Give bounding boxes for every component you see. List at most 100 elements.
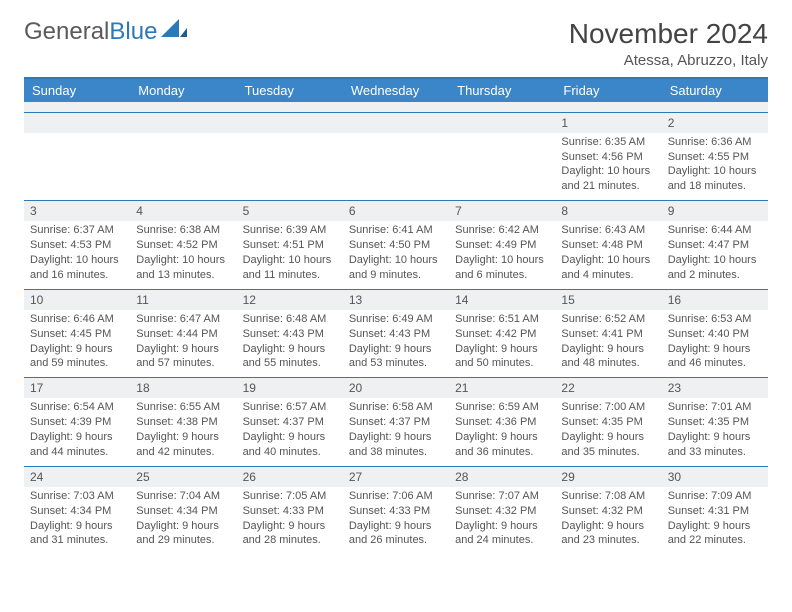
day-number-cell: 7 <box>449 201 555 222</box>
daylight-text-1: Daylight: 10 hours <box>668 164 762 179</box>
day-number-cell: 26 <box>237 466 343 487</box>
daylight-text-2: and 29 minutes. <box>136 533 230 548</box>
day-info-cell: Sunrise: 6:44 AMSunset: 4:47 PMDaylight:… <box>662 221 768 289</box>
day-number-cell <box>24 112 130 133</box>
day-info-cell: Sunrise: 6:58 AMSunset: 4:37 PMDaylight:… <box>343 398 449 466</box>
sunrise-text: Sunrise: 6:46 AM <box>30 312 124 327</box>
day-number-cell: 18 <box>130 378 236 399</box>
sunset-text: Sunset: 4:37 PM <box>243 415 337 430</box>
day-number-cell: 8 <box>555 201 661 222</box>
daynum-row: 10111213141516 <box>24 289 768 310</box>
day-info-cell: Sunrise: 6:48 AMSunset: 4:43 PMDaylight:… <box>237 310 343 378</box>
daylight-text-1: Daylight: 9 hours <box>243 430 337 445</box>
sunrise-text: Sunrise: 7:04 AM <box>136 489 230 504</box>
sunset-text: Sunset: 4:36 PM <box>455 415 549 430</box>
page-header: GeneralBlue November 2024 Atessa, Abruzz… <box>24 18 768 69</box>
sunrise-text: Sunrise: 6:52 AM <box>561 312 655 327</box>
daylight-text-1: Daylight: 9 hours <box>243 342 337 357</box>
daylight-text-2: and 59 minutes. <box>30 356 124 371</box>
calendar-table: SundayMondayTuesdayWednesdayThursdayFrid… <box>24 79 768 554</box>
sunset-text: Sunset: 4:39 PM <box>30 415 124 430</box>
daylight-text-2: and 44 minutes. <box>30 445 124 460</box>
sunrise-text: Sunrise: 6:37 AM <box>30 223 124 238</box>
sunrise-text: Sunrise: 6:53 AM <box>668 312 762 327</box>
daynum-row: 3456789 <box>24 201 768 222</box>
daylight-text-1: Daylight: 9 hours <box>561 342 655 357</box>
sunset-text: Sunset: 4:49 PM <box>455 238 549 253</box>
day-info-cell: Sunrise: 6:53 AMSunset: 4:40 PMDaylight:… <box>662 310 768 378</box>
day-info-cell <box>24 133 130 201</box>
day-info-row: Sunrise: 6:37 AMSunset: 4:53 PM Daylight:… <box>24 221 768 289</box>
daylight-text-2: and 21 minutes. <box>561 179 655 194</box>
daylight-text-1: Daylight: 9 hours <box>561 430 655 445</box>
day-info-cell: Sunrise: 6:37 AMSunset: 4:53 PMDaylight:… <box>24 221 130 289</box>
sunrise-text: Sunrise: 6:38 AM <box>136 223 230 238</box>
day-info-cell: Sunrise: 6:57 AMSunset: 4:37 PMDaylight:… <box>237 398 343 466</box>
day-header: Saturday <box>662 79 768 102</box>
sunrise-text: Sunrise: 6:57 AM <box>243 400 337 415</box>
location-text: Atessa, Abruzzo, Italy <box>569 52 768 69</box>
sunrise-text: Sunrise: 7:07 AM <box>455 489 549 504</box>
daylight-text-1: Daylight: 9 hours <box>349 430 443 445</box>
daylight-text-1: Daylight: 10 hours <box>668 253 762 268</box>
day-info-cell: Sunrise: 6:39 AMSunset: 4:51 PMDaylight:… <box>237 221 343 289</box>
sunrise-text: Sunrise: 6:36 AM <box>668 135 762 150</box>
daylight-text-2: and 11 minutes. <box>243 268 337 283</box>
day-number-cell: 20 <box>343 378 449 399</box>
logo: GeneralBlue <box>24 18 187 46</box>
sunset-text: Sunset: 4:31 PM <box>668 504 762 519</box>
sunset-text: Sunset: 4:41 PM <box>561 327 655 342</box>
day-number-cell: 4 <box>130 201 236 222</box>
daylight-text-2: and 28 minutes. <box>243 533 337 548</box>
day-number-cell: 30 <box>662 466 768 487</box>
daylight-text-1: Daylight: 9 hours <box>668 342 762 357</box>
sunset-text: Sunset: 4:53 PM <box>30 238 124 253</box>
sunrise-text: Sunrise: 7:09 AM <box>668 489 762 504</box>
sunset-text: Sunset: 4:32 PM <box>561 504 655 519</box>
day-number-cell: 14 <box>449 289 555 310</box>
day-number-cell: 24 <box>24 466 130 487</box>
sunrise-text: Sunrise: 7:03 AM <box>30 489 124 504</box>
day-info-cell: Sunrise: 6:36 AMSunset: 4:55 PMDaylight:… <box>662 133 768 201</box>
sunrise-text: Sunrise: 6:47 AM <box>136 312 230 327</box>
day-header: Friday <box>555 79 661 102</box>
sunrise-text: Sunrise: 6:43 AM <box>561 223 655 238</box>
daynum-row: 12 <box>24 112 768 133</box>
day-info-row: Sunrise: 6:46 AMSunset: 4:45 PMDaylight:… <box>24 310 768 378</box>
daylight-text-2: and 2 minutes. <box>668 268 762 283</box>
day-info-row: Sunrise: 6:54 AMSunset: 4:39 PMDaylight:… <box>24 398 768 466</box>
day-header: Monday <box>130 79 236 102</box>
sunrise-text: Sunrise: 6:55 AM <box>136 400 230 415</box>
day-number-cell: 6 <box>343 201 449 222</box>
daylight-text-1: Daylight: 9 hours <box>668 519 762 534</box>
sunset-text: Sunset: 4:47 PM <box>668 238 762 253</box>
daylight-text-2: and 16 minutes. <box>30 268 124 283</box>
day-number-cell: 27 <box>343 466 449 487</box>
sunset-text: Sunset: 4:44 PM <box>136 327 230 342</box>
daylight-text-2: and 57 minutes. <box>136 356 230 371</box>
daynum-row: 17181920212223 <box>24 378 768 399</box>
daylight-text-2: and 48 minutes. <box>561 356 655 371</box>
sunset-text: Sunset: 4:34 PM <box>136 504 230 519</box>
day-number-cell <box>237 112 343 133</box>
day-number-cell: 15 <box>555 289 661 310</box>
sunrise-text: Sunrise: 6:39 AM <box>243 223 337 238</box>
day-info-cell: Sunrise: 7:06 AMSunset: 4:33 PMDaylight:… <box>343 487 449 554</box>
sunrise-text: Sunrise: 6:51 AM <box>455 312 549 327</box>
month-title: November 2024 <box>569 18 768 50</box>
sunrise-text: Sunrise: 6:58 AM <box>349 400 443 415</box>
sunrise-text: Sunrise: 6:49 AM <box>349 312 443 327</box>
day-info-cell <box>343 133 449 201</box>
daylight-text-2: and 22 minutes. <box>668 533 762 548</box>
daylight-text-2: and 4 minutes. <box>561 268 655 283</box>
sunrise-text: Sunrise: 6:42 AM <box>455 223 549 238</box>
daylight-text-2: and 9 minutes. <box>349 268 443 283</box>
day-info-cell: Sunrise: 6:43 AMSunset: 4:48 PMDaylight:… <box>555 221 661 289</box>
day-header-row: SundayMondayTuesdayWednesdayThursdayFrid… <box>24 79 768 102</box>
sunset-text: Sunset: 4:38 PM <box>136 415 230 430</box>
day-info-row: Sunrise: 7:03 AM Sunset: 4:34 PM Daylight:… <box>24 487 768 554</box>
day-number-cell: 5 <box>237 201 343 222</box>
sunrise-text: Sunrise: 6:59 AM <box>455 400 549 415</box>
day-number-cell: 19 <box>237 378 343 399</box>
day-info-cell: Sunrise: 6:54 AMSunset: 4:39 PMDaylight:… <box>24 398 130 466</box>
